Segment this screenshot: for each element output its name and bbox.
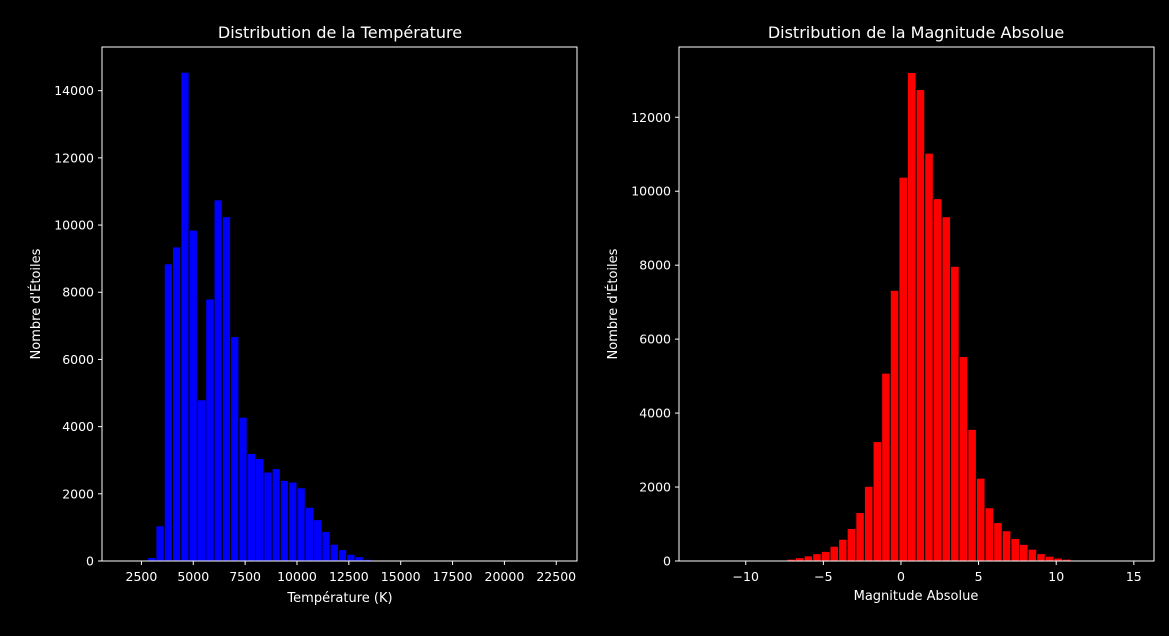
x-tick-label: 12500 — [329, 569, 369, 584]
y-axis-label: Nombre d'Étoiles — [28, 248, 44, 359]
histogram-bar — [188, 229, 198, 562]
y-tick-label: 2000 — [62, 486, 94, 501]
histogram-bar — [1018, 543, 1029, 562]
x-tick-label: 10000 — [277, 569, 317, 584]
histogram-bar — [163, 263, 174, 562]
histogram-bar — [993, 522, 1003, 562]
histogram-bar — [271, 468, 281, 562]
histogram-bar — [907, 72, 917, 562]
histogram-bar — [155, 525, 165, 562]
histogram-bar — [855, 512, 865, 562]
ticks: −10 −5 0 5 10 15 0 2000 4000 6000 8000 10000 12000 — [631, 110, 1142, 584]
histogram-bar — [147, 557, 157, 562]
chart-title: Distribution de la Température — [218, 23, 462, 42]
histogram-bar — [337, 549, 348, 562]
x-axis-label: Magnitude Absolue — [854, 589, 979, 604]
y-tick-label: 12000 — [631, 110, 671, 125]
y-tick-label: 10000 — [54, 218, 94, 233]
histogram-bar — [1010, 537, 1021, 562]
histogram-bar — [924, 152, 934, 562]
ticks: 2500 5000 7500 10000 12500 15000 17500 20000 225… — [54, 83, 576, 584]
histogram-bar — [820, 550, 831, 562]
x-axis-label: Température (K) — [286, 591, 392, 606]
y-tick-label: 10000 — [631, 184, 671, 199]
y-tick-label: 8000 — [62, 285, 94, 300]
histogram-bar — [205, 298, 215, 562]
histogram-bar — [915, 89, 926, 562]
histogram-bar — [975, 477, 986, 562]
histogram-bar — [803, 555, 814, 562]
histogram-bar — [881, 372, 891, 562]
histogram-bar — [846, 527, 857, 562]
histogram-bar — [196, 399, 207, 562]
y-tick-label: 6000 — [639, 332, 671, 347]
x-tick-label: 2500 — [126, 569, 158, 584]
histogram-bar — [329, 543, 339, 562]
y-tick-label: 14000 — [54, 83, 94, 98]
histogram-bar — [863, 485, 874, 562]
histogram-bar — [180, 71, 190, 562]
histogram-bar — [941, 216, 952, 562]
y-tick-label: 0 — [663, 554, 671, 569]
plot-frame — [101, 46, 578, 562]
y-tick-label: 4000 — [62, 419, 94, 434]
histogram-bar — [288, 481, 298, 562]
histogram-bar — [321, 530, 331, 562]
y-tick-label: 6000 — [62, 352, 94, 367]
chart-title: Distribution de la Magnitude Absolue — [768, 23, 1064, 42]
histogram-bar — [950, 265, 960, 562]
x-tick-label: 20000 — [485, 569, 525, 584]
histogram-bar — [354, 556, 364, 562]
histogram-bar — [263, 471, 273, 562]
histogram-bar — [812, 553, 822, 562]
histogram-bar — [296, 487, 306, 562]
histogram-bar — [1036, 553, 1046, 562]
x-tick-label: 22500 — [536, 569, 576, 584]
x-tick-label: −5 — [814, 569, 832, 584]
histogram-bar — [984, 507, 995, 562]
histogram-bar — [279, 479, 290, 562]
histogram-bar — [829, 545, 840, 562]
x-tick-label: 0 — [897, 569, 905, 584]
y-tick-label: 2000 — [639, 480, 671, 495]
histogram-bar — [967, 428, 977, 562]
x-tick-label: 10 — [1048, 569, 1064, 584]
x-tick-label: 5 — [975, 569, 983, 584]
y-tick-label: 0 — [86, 554, 94, 569]
y-tick-label: 8000 — [639, 258, 671, 273]
histogram-bar — [213, 199, 223, 562]
histogram-bar — [889, 289, 900, 562]
plot-frame — [678, 46, 1155, 562]
y-tick-label: 12000 — [54, 150, 94, 165]
histogram-bar — [898, 176, 909, 562]
histogram-bar — [246, 453, 256, 562]
histogram-bar — [932, 198, 943, 562]
histogram-bar — [958, 356, 969, 562]
histogram-bar — [838, 538, 848, 562]
x-tick-label: 7500 — [229, 569, 261, 584]
y-axis-label: Nombre d'Étoiles — [605, 248, 621, 359]
x-tick-label: 15000 — [381, 569, 421, 584]
histogram-bar — [1044, 555, 1055, 562]
histogram-bar — [221, 216, 232, 562]
histogram-bar — [172, 246, 182, 562]
x-tick-label: 5000 — [177, 569, 209, 584]
temperature-histogram: Distribution de la Température 2500 5000 7… — [28, 23, 578, 606]
histogram-bar — [1027, 548, 1038, 562]
x-tick-label: 17500 — [433, 569, 473, 584]
histogram-bar — [304, 506, 315, 562]
histogram-bar — [872, 441, 883, 562]
histogram-bar — [1001, 530, 1012, 562]
x-tick-label: 15 — [1126, 569, 1142, 584]
histogram-bar — [313, 519, 323, 562]
bars — [760, 72, 1107, 562]
x-tick-label: −10 — [733, 569, 759, 584]
y-tick-label: 4000 — [639, 406, 671, 421]
magnitude-histogram: Distribution de la Magnitude Absolue −10… — [605, 23, 1155, 604]
histogram-bar — [254, 458, 265, 562]
histogram-bar — [230, 336, 240, 562]
histogram-bar — [346, 553, 356, 562]
histogram-bar — [238, 416, 248, 562]
